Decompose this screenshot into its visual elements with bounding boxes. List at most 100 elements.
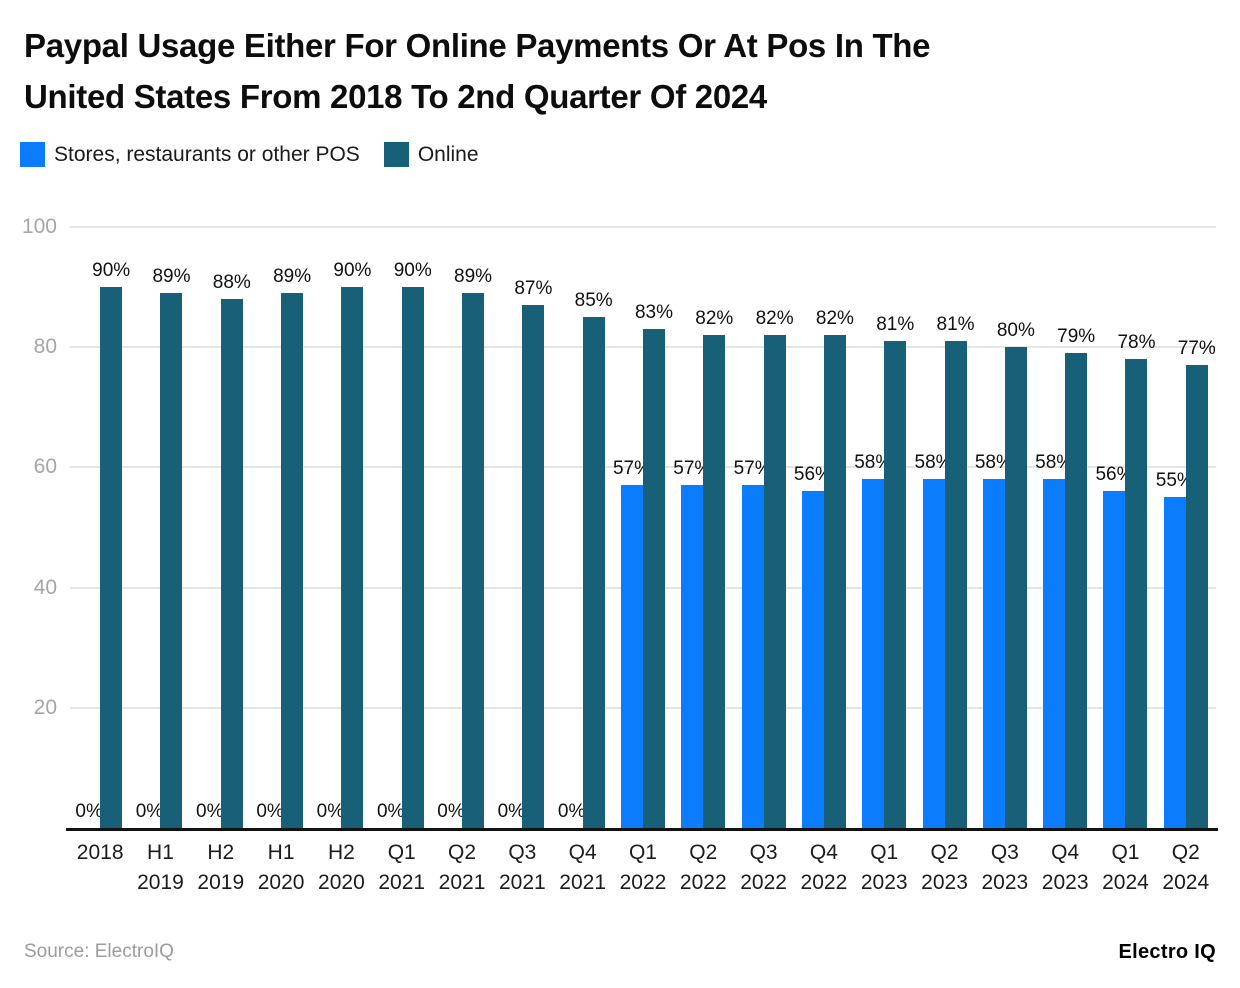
bar-value-label: 81% (876, 314, 915, 336)
bar-group: 0% 90% (70, 227, 130, 828)
bar-group: 55% 77% (1156, 227, 1216, 828)
bar-online: 81% (937, 314, 975, 828)
x-axis-label-line2: 2022 (619, 871, 667, 894)
bar-value-label: 89% (454, 266, 493, 288)
x-axis-label-line2: 2024 (1162, 871, 1210, 894)
bar-pos: 58% (975, 452, 1013, 828)
bar-value-label: 56% (793, 464, 832, 486)
x-axis-label-line1: Q4 (1051, 841, 1080, 864)
legend-label-pos: Stores, restaurants or other POS (54, 142, 360, 166)
bar-value-label: 0% (135, 801, 164, 822)
bar-value-label: 82% (755, 308, 794, 330)
x-axis-label-line1: Q4 (568, 841, 597, 864)
bar-value-label: 90% (92, 260, 131, 282)
x-axis-label: Q2 2021 (432, 838, 492, 898)
bar-group: 0% 87% (492, 227, 552, 828)
x-axis-label-line1: Q2 (930, 841, 959, 864)
bar-value-label: 78% (1117, 332, 1156, 354)
bar-pos: 56% (1095, 464, 1133, 828)
legend-label-online: Online (417, 142, 479, 166)
bar-pos: 58% (1035, 452, 1073, 828)
bar-online: 89% (273, 266, 311, 828)
legend-swatch-pos (20, 142, 45, 167)
bar-group: 0% 90% (311, 227, 371, 828)
x-axis-label: H2 2020 (311, 838, 371, 898)
bar-pos: 57% (613, 458, 651, 828)
bar-value-label: 57% (733, 458, 772, 480)
x-axis-label: Q1 2022 (613, 838, 673, 898)
bar-pos: 57% (673, 458, 711, 828)
bar-online: 89% (152, 266, 190, 828)
bar-pos: 58% (854, 452, 892, 828)
x-axis-label-line1: Q2 (448, 841, 477, 864)
x-axis-label: Q2 2024 (1156, 838, 1216, 898)
bar-value-label: 0% (437, 801, 465, 822)
bar-online: 79% (1057, 326, 1095, 828)
x-axis-label-line2: 2021 (559, 871, 607, 894)
x-axis-label-line1: Q3 (990, 841, 1019, 864)
bar-group: 0% 90% (372, 227, 432, 828)
x-axis-label-line2: 2023 (921, 871, 968, 894)
bar-value-label: 0% (256, 801, 284, 822)
bar-online: 90% (394, 260, 432, 828)
bar-value-label: 83% (634, 302, 673, 324)
bar-groups: 0% 90% 0% 89% 0% 88% 0% 89% 0% 90% 0% 90% 0% 89% 0% 87%… (70, 227, 1216, 828)
x-axis-label: Q4 2021 (553, 838, 613, 898)
bar-pos: 57% (734, 458, 772, 828)
bar-value-label: 90% (333, 260, 372, 282)
x-axis-label: Q1 2023 (854, 838, 914, 898)
x-axis-label-line2: 2021 (498, 871, 546, 894)
x-axis-label-line2: 2020 (257, 871, 305, 894)
bar-value-label: 0% (75, 801, 103, 822)
bar-value-label: 77% (1177, 338, 1216, 360)
x-axis-label-line2: 2019 (137, 871, 184, 894)
bar-online: 88% (213, 272, 251, 828)
x-axis-label-line1: Q1 (870, 841, 899, 864)
x-axis-label-line1: Q1 (1111, 841, 1140, 864)
bar-group: 0% 88% (191, 227, 251, 828)
x-axis-label: Q2 2022 (673, 838, 733, 898)
bar-group: 57% 82% (673, 227, 733, 828)
x-axis-label-line2: 2020 (318, 871, 365, 894)
bar-online: 90% (333, 260, 371, 828)
bar-value-label: 0% (196, 801, 224, 822)
bar-value-label: 85% (574, 290, 613, 312)
x-axis-label-line2: 2022 (800, 871, 848, 894)
bar-group: 0% 89% (130, 227, 190, 828)
bar-value-label: 56% (1095, 464, 1134, 486)
bar-value-label: 80% (996, 320, 1035, 342)
x-axis-label: Q1 2021 (372, 838, 432, 898)
x-axis-label: Q3 2022 (733, 838, 793, 898)
x-axis-label: Q3 2021 (492, 838, 552, 898)
bar-pos: 58% (915, 452, 953, 828)
bar-value-label: 55% (1155, 470, 1194, 492)
x-axis-label-line1: Q2 (689, 841, 718, 864)
bar-value-label: 58% (1035, 452, 1074, 474)
bar-online: 82% (695, 308, 733, 828)
bar-group: 56% 82% (794, 227, 854, 828)
x-axis-label: Q4 2022 (794, 838, 854, 898)
bar-online: 82% (816, 308, 854, 828)
x-axis-labels: 2018 H1 2019 H2 2019 H1 2020 H2 2020 Q1 2021 Q2 2021… (70, 838, 1216, 898)
bar-value-label: 87% (514, 278, 553, 300)
x-axis-label-line2: 2023 (981, 871, 1029, 894)
bar-online: 78% (1117, 332, 1155, 828)
bar-online: 77% (1178, 338, 1216, 828)
bar-online: 82% (756, 308, 794, 828)
bar-online: 81% (876, 314, 914, 828)
bar-value-label: 90% (393, 260, 432, 282)
bar-pos: 56% (794, 464, 832, 828)
x-axis-label-line2: 2022 (740, 871, 787, 894)
bar-online: 80% (997, 320, 1035, 828)
bar-value-label: 0% (557, 801, 586, 822)
x-axis-label-line1: 2018 (76, 841, 124, 864)
bar-online: 90% (92, 260, 130, 828)
chart-title: Paypal Usage Either For Online Payments … (24, 20, 931, 122)
x-axis-label-line2: 2021 (438, 871, 486, 894)
bar-online: 87% (514, 278, 552, 828)
x-axis-label-line1: Q1 (628, 841, 657, 864)
bar-value-label: 0% (497, 801, 526, 822)
bar-value-label: 82% (695, 308, 734, 330)
x-axis-line (66, 828, 1218, 831)
x-axis-label-line1: Q3 (749, 841, 778, 864)
